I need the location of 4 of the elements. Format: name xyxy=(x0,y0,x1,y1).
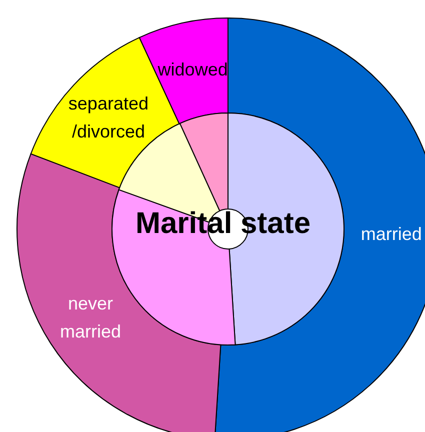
slice-label: widowed xyxy=(156,59,228,80)
slice-label: separated/divorced xyxy=(68,93,148,142)
slice-label: married xyxy=(360,224,422,244)
slice-label: never married xyxy=(60,293,122,342)
